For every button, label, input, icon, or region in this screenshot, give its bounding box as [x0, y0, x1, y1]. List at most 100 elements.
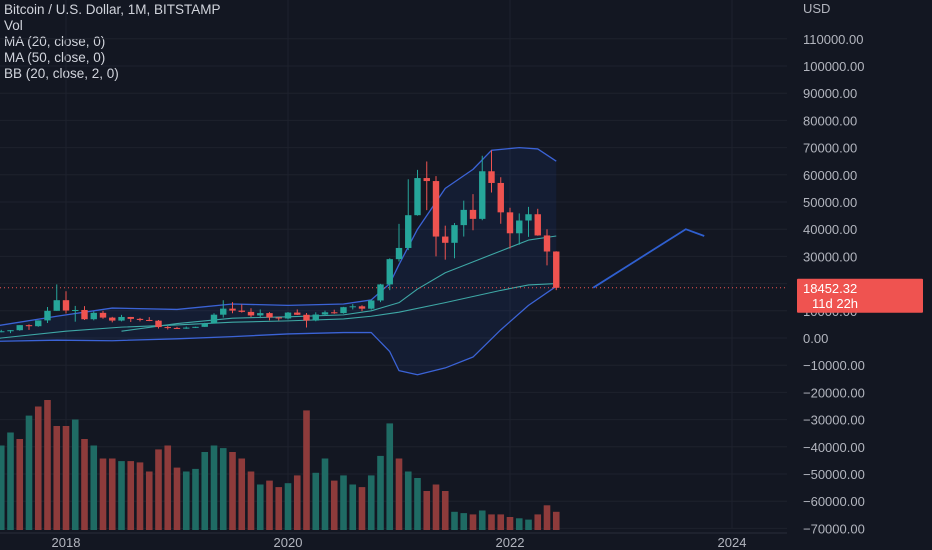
volume-bar [164, 445, 172, 530]
candle [405, 215, 412, 248]
volume-bar [118, 461, 125, 530]
candle [275, 317, 282, 319]
y-tick-label: 110000.00 [803, 32, 864, 47]
volume-bar [155, 449, 162, 530]
volume-bar [34, 406, 42, 530]
volume-bar [432, 484, 440, 530]
volume-bar [543, 505, 551, 530]
volume-bar [488, 514, 495, 530]
volume-bar [377, 455, 384, 530]
candle [35, 320, 42, 327]
volume-bar [229, 452, 236, 530]
legend-ma20[interactable]: MA (20, close, 0) [4, 34, 106, 49]
candle [173, 327, 181, 329]
volume-bar [321, 458, 329, 530]
volume-bar [108, 458, 116, 530]
y-tick-label: −10000.00 [803, 358, 865, 373]
candle [432, 181, 440, 237]
candle [90, 312, 97, 320]
candle [534, 214, 541, 236]
last-price-tag [797, 278, 923, 313]
volume-bar [386, 423, 394, 530]
y-tick-label: 80000.00 [803, 113, 857, 128]
candle [479, 171, 486, 219]
volume-bar [312, 472, 320, 530]
y-tick-label: −60000.00 [803, 494, 865, 509]
y-tick-label: 70000.00 [803, 141, 857, 156]
candle [127, 316, 134, 319]
y-axis-unit: USD [803, 1, 830, 16]
volume-bar [423, 491, 431, 530]
y-tick-label: 90000.00 [803, 86, 857, 101]
candle [525, 214, 532, 221]
x-tick-label: 2018 [52, 535, 81, 550]
candle [553, 251, 560, 288]
candle [312, 314, 319, 321]
volume-bar [81, 439, 88, 530]
candle [294, 312, 301, 315]
legend-ma50[interactable]: MA (50, close, 0) [4, 50, 106, 65]
candle [238, 310, 245, 312]
candle [247, 311, 255, 316]
volume-bar [395, 458, 403, 530]
candle [423, 178, 430, 182]
volume-bar [497, 514, 505, 530]
volume-bar [25, 415, 33, 530]
volume-bar [367, 475, 375, 530]
volume-bar [284, 483, 292, 530]
volume-bar [99, 458, 107, 530]
candle [7, 330, 14, 332]
projection-line [592, 228, 705, 289]
candle [386, 259, 393, 285]
y-tick-label: −70000.00 [803, 521, 865, 536]
candle [377, 284, 384, 301]
volume-bar [182, 471, 190, 530]
volume-bar [303, 410, 310, 530]
candle [44, 310, 51, 321]
volume-bar [340, 475, 347, 530]
volume-bar [145, 471, 153, 530]
candle [53, 300, 60, 311]
candle [192, 326, 199, 328]
volume-bar [201, 452, 209, 530]
volume-bar [525, 519, 532, 530]
candle [81, 309, 88, 320]
candle [497, 182, 504, 213]
y-tick-label: 100000.00 [803, 59, 864, 74]
candle [201, 323, 208, 327]
ma20-line [121, 235, 557, 332]
candle [109, 317, 116, 321]
candle [414, 178, 421, 216]
candle [358, 306, 366, 309]
volume-bar [256, 484, 264, 530]
volume-bar [478, 510, 486, 530]
y-tick-label: 40000.00 [803, 222, 857, 237]
x-tick-label: 2022 [496, 535, 525, 550]
volume-bar [330, 480, 338, 530]
x-tick-label: 2024 [718, 535, 747, 550]
volume-bar [219, 448, 227, 530]
bb-lower-line [0, 285, 557, 376]
volume-bar [441, 491, 449, 530]
legend-vol[interactable]: Vol [4, 18, 23, 33]
volume-bar [451, 511, 458, 530]
volume-bar [552, 511, 560, 530]
legend-bb[interactable]: BB (20, close, 2, 0) [4, 66, 119, 81]
candle [229, 308, 236, 311]
volume-bar [266, 480, 273, 530]
volume-bar [192, 468, 199, 530]
y-tick-label: 50000.00 [803, 195, 857, 210]
volume-bar [247, 471, 255, 530]
candle [340, 307, 347, 314]
symbol-title[interactable]: Bitcoin / U.S. Dollar, 1M, BITSTAMP [4, 2, 221, 17]
volume-bar [44, 400, 51, 530]
candle [349, 306, 356, 308]
volume-bar [515, 518, 523, 530]
candle [16, 325, 23, 331]
candle [164, 327, 171, 329]
candle [284, 312, 292, 319]
candle [146, 319, 153, 321]
chart-legend: Bitcoin / U.S. Dollar, 1M, BITSTAMP Vol … [4, 2, 221, 82]
volume-bar [173, 467, 181, 530]
